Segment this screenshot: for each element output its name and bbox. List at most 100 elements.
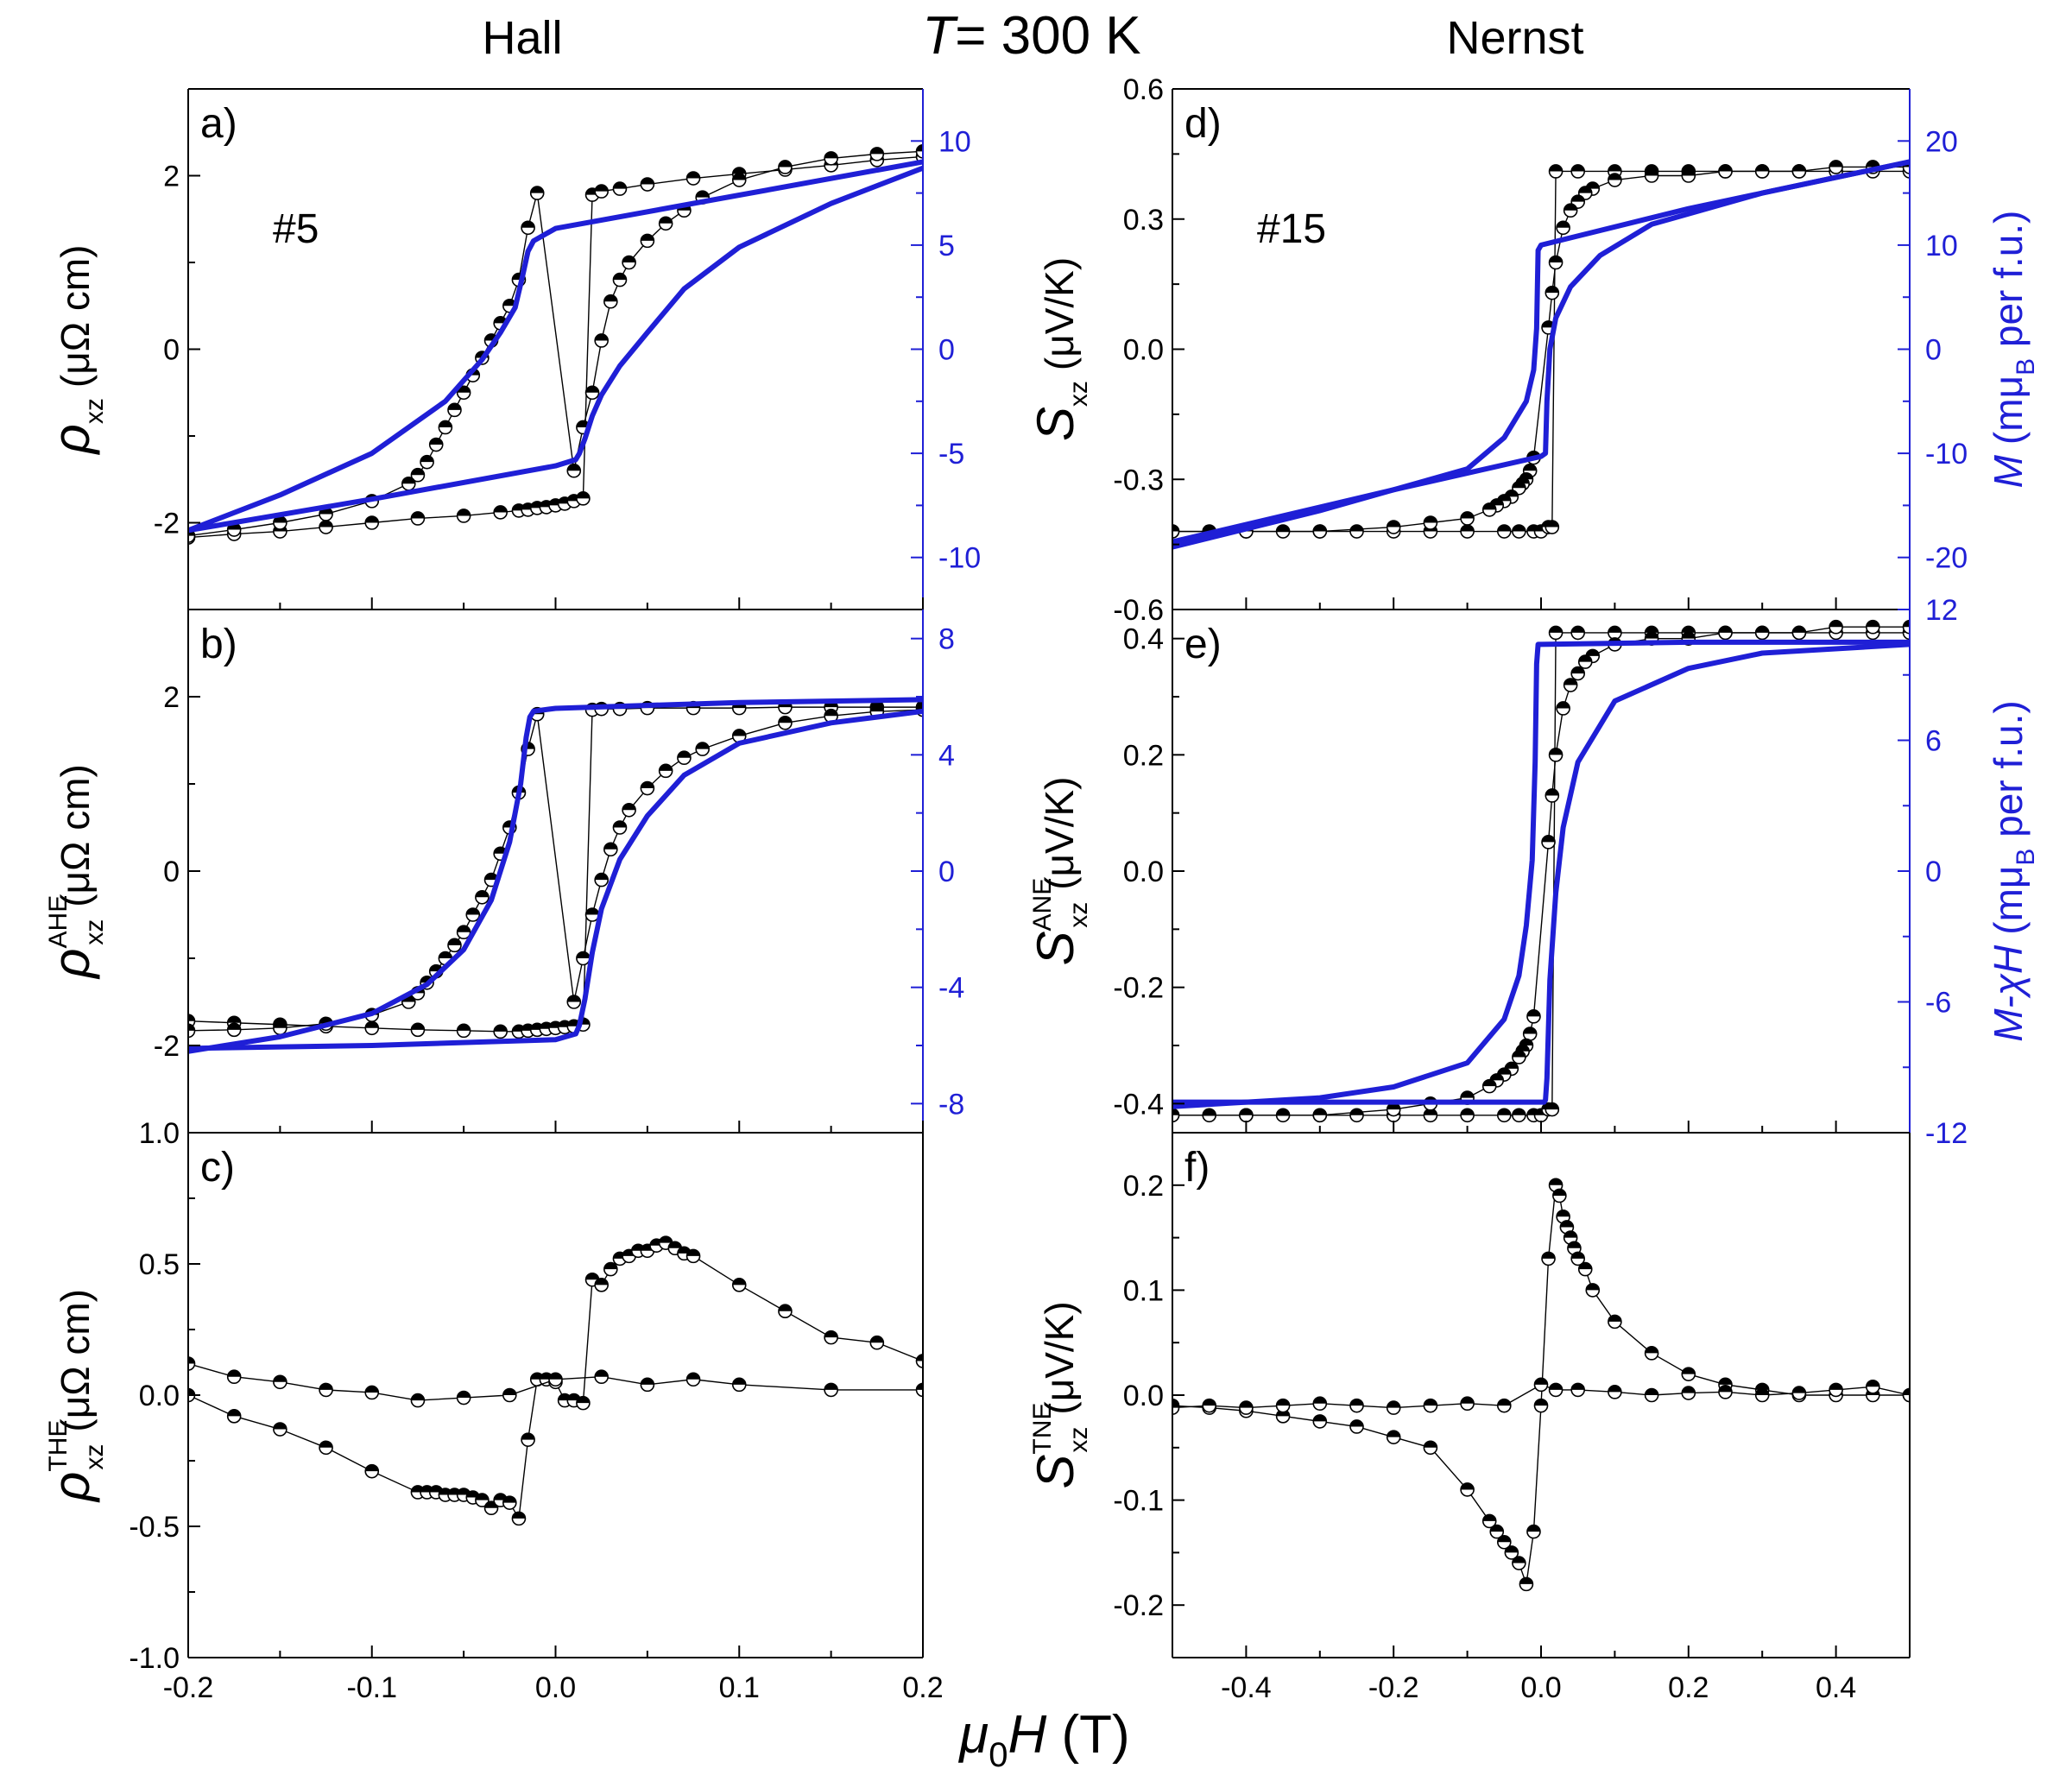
- data-point-fill: [1512, 1557, 1526, 1563]
- data-point: [1548, 625, 1563, 641]
- data-point-fill: [732, 729, 746, 736]
- data-point: [1386, 520, 1401, 534]
- data-point-fill: [696, 742, 710, 749]
- data-point-fill: [273, 1021, 287, 1028]
- y2-tick-label: 0: [938, 334, 955, 367]
- data-point-fill: [1563, 204, 1577, 211]
- data-point-fill: [1313, 525, 1327, 532]
- data-point: [1497, 1108, 1512, 1123]
- data-point: [1570, 164, 1585, 179]
- data-point-fill: [466, 908, 480, 915]
- data-point: [1275, 1398, 1291, 1413]
- data-point-fill: [1571, 626, 1585, 633]
- data-point-fill: [1516, 1045, 1530, 1052]
- data-point-fill: [1497, 525, 1511, 532]
- magnetization-line-2: [188, 697, 923, 1054]
- data-point-fill: [1505, 1062, 1519, 1069]
- data-point: [603, 842, 618, 857]
- y-axis-label-sup: AHE: [44, 895, 73, 949]
- data-point-fill: [502, 299, 516, 306]
- data-point-fill: [622, 256, 636, 262]
- data-point: [1556, 220, 1570, 236]
- data-point: [1608, 625, 1622, 641]
- data-point: [521, 220, 535, 236]
- data-point-fill: [1829, 160, 1843, 167]
- y-tick-label: 0: [163, 856, 180, 888]
- panel-label: a): [200, 101, 237, 147]
- data-point: [778, 160, 793, 174]
- data-point: [1570, 1382, 1585, 1398]
- data-point-fill: [521, 1433, 535, 1440]
- data-point: [364, 1463, 380, 1479]
- data-point-fill: [1792, 164, 1806, 172]
- data-point: [1718, 1385, 1733, 1399]
- header-temperature: T= 300 K: [922, 6, 1140, 66]
- data-point-fill: [1534, 1378, 1548, 1385]
- y2-tick-label: -12: [1925, 1117, 1968, 1150]
- data-point: [1791, 1386, 1807, 1400]
- data-point-fill: [1755, 1383, 1769, 1390]
- data-point-fill: [549, 1373, 562, 1380]
- y-tick-label: 0.4: [1123, 623, 1164, 656]
- data-point-fill: [1719, 164, 1732, 172]
- data-point: [1791, 625, 1807, 641]
- data-point: [1644, 168, 1659, 183]
- y-axis-label-sup: THE: [44, 1420, 73, 1472]
- data-point: [447, 402, 462, 418]
- y-tick-label: -0.6: [1113, 594, 1164, 627]
- data-point: [612, 181, 628, 196]
- data-point-fill: [659, 764, 673, 771]
- data-point-fill: [1512, 481, 1526, 489]
- data-point-fill: [411, 1023, 425, 1030]
- data-point-fill: [1497, 1535, 1511, 1543]
- data-point: [576, 951, 591, 966]
- data-point-fill: [1549, 626, 1563, 633]
- data-point-fill: [585, 908, 599, 915]
- x-axis-label-h: H: [1008, 1705, 1047, 1765]
- data-point: [1172, 1108, 1180, 1123]
- data-point: [1829, 619, 1843, 635]
- data-point: [1718, 164, 1733, 179]
- data-point-fill: [1523, 1027, 1537, 1034]
- data-point: [456, 1023, 471, 1039]
- data-point: [869, 147, 885, 161]
- data-point: [576, 491, 591, 506]
- data-point-fill: [466, 1491, 480, 1498]
- data-point-fill: [319, 1383, 333, 1390]
- data-point: [1548, 164, 1563, 179]
- data-point-fill: [1542, 1252, 1556, 1259]
- data-point-fill: [1490, 498, 1504, 506]
- data-point-fill: [1239, 1401, 1253, 1408]
- data-point-fill: [567, 995, 581, 1002]
- y-axis-label-symbol: S: [1027, 1455, 1084, 1489]
- data-point: [1349, 1398, 1364, 1413]
- y-axis-label-unit: (μV/K): [1037, 1301, 1082, 1414]
- data-point: [685, 171, 701, 186]
- data-point-fill: [1519, 1039, 1533, 1045]
- data-point: [410, 511, 426, 526]
- data-point-fill: [319, 1441, 333, 1448]
- data-point: [1312, 1108, 1328, 1123]
- data-point-fill: [595, 333, 609, 341]
- data-point-fill: [188, 1357, 195, 1364]
- data-point: [1754, 625, 1770, 641]
- data-point: [1312, 1396, 1328, 1412]
- x-axis-label-mu: μ: [957, 1705, 989, 1765]
- data-point: [778, 1304, 793, 1319]
- data-point-fill: [1545, 1102, 1559, 1110]
- data-point: [1533, 1377, 1549, 1393]
- data-point: [824, 151, 838, 166]
- x-axis-label: μ0H (T): [957, 1705, 1129, 1774]
- data-point: [1497, 1067, 1512, 1082]
- data-point-fill: [1545, 286, 1559, 294]
- panel-d: -0.6 -0.3 0.0 0.3 0.6 -20 -10 0 10 20 d) #15 Sxz (μV/…: [1027, 73, 2040, 627]
- data-point-fill: [576, 1396, 590, 1404]
- data-point: [188, 1023, 196, 1039]
- x-axis-label-sub: 0: [989, 1736, 1008, 1774]
- data-point-fill: [1719, 1385, 1732, 1393]
- data-point-fill: [1497, 494, 1511, 502]
- data-point: [1552, 1188, 1567, 1203]
- y-axis-label-sup: ANE: [1028, 878, 1057, 932]
- data-point: [594, 1278, 609, 1292]
- y2-tick-label: -10: [1925, 438, 1968, 471]
